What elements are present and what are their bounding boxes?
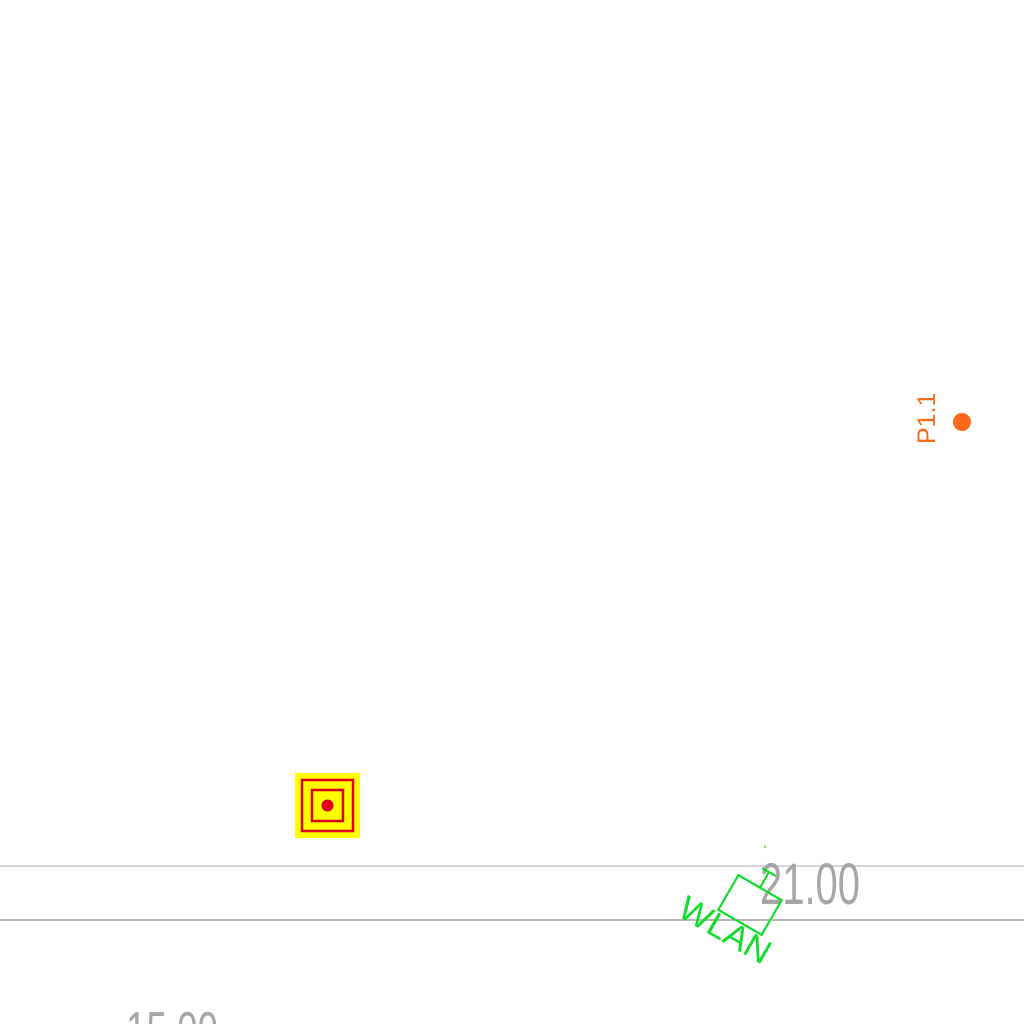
wlan-access-point-icon[interactable] bbox=[716, 841, 801, 937]
smoke-detector-icon[interactable] bbox=[295, 773, 360, 838]
survey-point-icon[interactable] bbox=[953, 413, 971, 431]
dimension-label-right: 21.00 bbox=[760, 852, 860, 917]
point-label: P1.1 bbox=[913, 393, 941, 444]
dimension-label-bottom: 15.00 bbox=[126, 1002, 218, 1024]
